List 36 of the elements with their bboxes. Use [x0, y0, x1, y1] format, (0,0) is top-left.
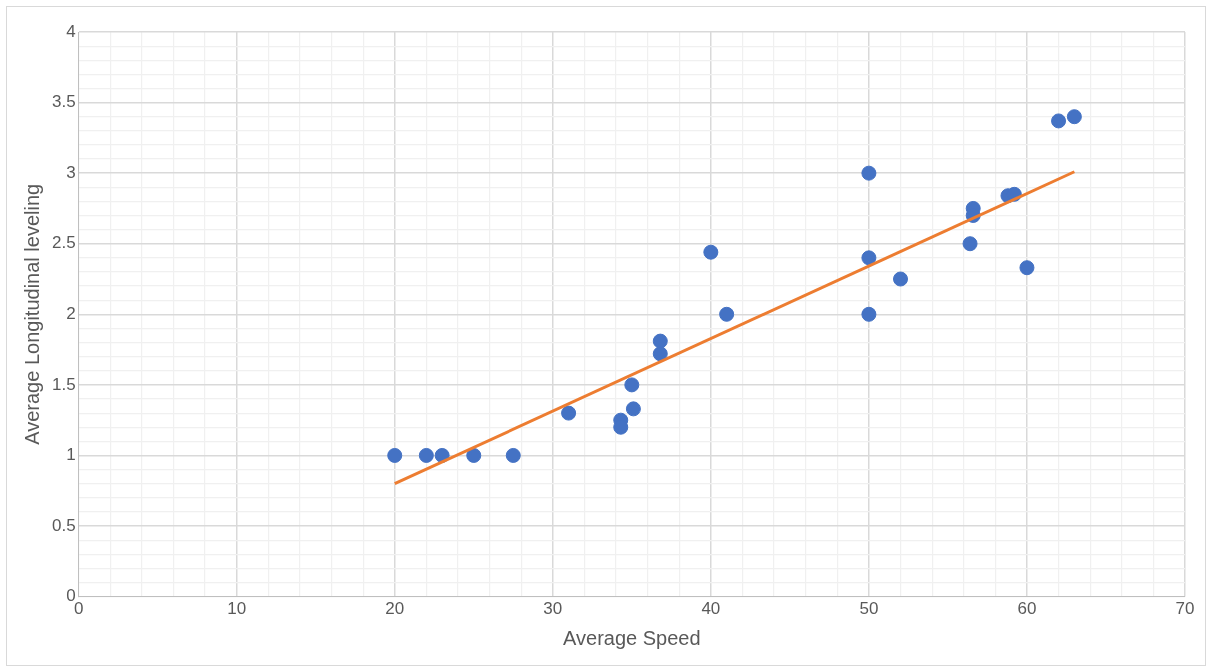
point: [1051, 113, 1067, 129]
y-tick-label: 2.5: [51, 233, 76, 253]
y-tick-label: 3.5: [51, 92, 76, 112]
point: [561, 405, 577, 421]
point: [652, 333, 668, 349]
point: [719, 306, 735, 322]
y-tick-label: 4: [66, 21, 76, 41]
x-tick-label: 70: [1175, 599, 1195, 619]
y-axis-title: Average Longitudinal leveling: [20, 183, 43, 445]
point: [861, 165, 877, 181]
point: [466, 447, 482, 463]
point: [418, 447, 434, 463]
x-axis-title: Average Speed: [563, 626, 701, 649]
y-tick-label: 3: [66, 162, 76, 182]
y-tick-label: 1: [66, 445, 76, 465]
point: [625, 401, 641, 417]
x-tick-label: 60: [1017, 599, 1037, 619]
x-tick-label: 30: [543, 599, 563, 619]
x-tick-label: 50: [859, 599, 879, 619]
point: [893, 271, 909, 287]
y-tick-label: 2: [66, 303, 76, 323]
point: [1019, 260, 1035, 276]
point: [861, 306, 877, 322]
point: [962, 236, 978, 252]
x-tick-label: 10: [227, 599, 247, 619]
point: [703, 244, 719, 260]
point: [1066, 109, 1082, 125]
y-tick-label: 1.5: [51, 374, 76, 394]
point: [861, 250, 877, 266]
point: [624, 377, 640, 393]
y-tick-label: 0: [66, 586, 76, 606]
y-tick-label: 0.5: [51, 515, 76, 535]
point: [505, 447, 521, 463]
x-tick-label: 40: [701, 599, 721, 619]
x-tick-label: 20: [385, 599, 405, 619]
point: [387, 447, 403, 463]
